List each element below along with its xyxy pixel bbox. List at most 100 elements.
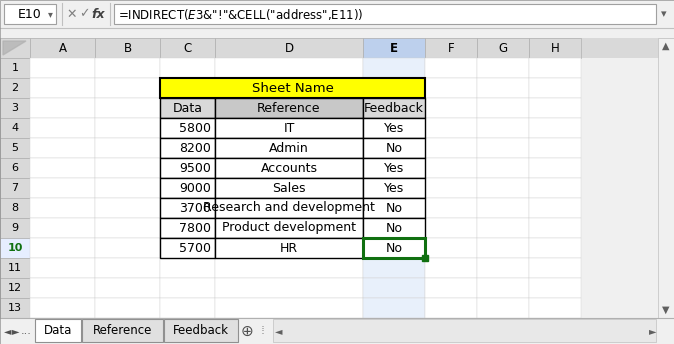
Text: A: A — [59, 42, 67, 54]
Text: Reference: Reference — [257, 101, 321, 115]
Bar — [215, 218, 363, 238]
Bar — [363, 158, 425, 178]
Bar — [95, 78, 160, 98]
Bar — [529, 178, 581, 198]
Bar — [0, 318, 674, 344]
Text: ◄: ◄ — [4, 326, 11, 336]
Bar — [160, 298, 215, 318]
Text: Data: Data — [173, 101, 202, 115]
Bar — [215, 58, 363, 78]
Bar — [30, 278, 95, 298]
Bar — [160, 278, 215, 298]
Text: 7800: 7800 — [179, 222, 211, 235]
Text: B: B — [123, 42, 131, 54]
Text: HR: HR — [280, 241, 298, 255]
Bar — [425, 118, 477, 138]
Text: Yes: Yes — [384, 161, 404, 174]
Bar — [160, 198, 215, 218]
Bar — [477, 198, 529, 218]
Bar — [363, 178, 425, 198]
Bar — [30, 118, 95, 138]
Text: ▾: ▾ — [48, 9, 53, 19]
Bar — [363, 98, 425, 118]
Text: Product development: Product development — [222, 222, 356, 235]
Bar — [529, 78, 581, 98]
Text: 6: 6 — [11, 163, 18, 173]
Bar — [35, 319, 81, 342]
Bar — [425, 58, 477, 78]
Bar — [160, 78, 425, 98]
Bar — [529, 58, 581, 78]
Bar — [160, 78, 215, 98]
Bar — [529, 198, 581, 218]
Text: 3700: 3700 — [179, 202, 211, 215]
Bar — [0, 0, 674, 28]
Bar — [363, 78, 425, 98]
Text: 7: 7 — [11, 183, 19, 193]
Bar — [529, 218, 581, 238]
Text: 9: 9 — [11, 223, 19, 233]
Bar — [363, 118, 425, 138]
Bar — [363, 198, 425, 218]
Bar — [160, 158, 215, 178]
Bar — [215, 78, 363, 98]
Text: 5800: 5800 — [179, 121, 211, 135]
Bar — [215, 118, 363, 138]
Bar — [477, 138, 529, 158]
Bar — [0, 218, 30, 238]
Bar — [477, 218, 529, 238]
Text: Sales: Sales — [272, 182, 306, 194]
Bar — [363, 118, 425, 138]
Bar — [215, 158, 363, 178]
Bar — [425, 258, 477, 278]
Bar — [363, 38, 425, 58]
Text: 13: 13 — [8, 303, 22, 313]
Text: 8200: 8200 — [179, 141, 211, 154]
Bar — [95, 218, 160, 238]
Text: G: G — [499, 42, 508, 54]
Bar — [0, 298, 30, 318]
Bar — [658, 38, 674, 318]
Bar — [529, 238, 581, 258]
Bar — [273, 319, 656, 342]
Bar — [215, 138, 363, 158]
Bar — [215, 198, 363, 218]
Bar — [529, 138, 581, 158]
Text: C: C — [183, 42, 191, 54]
Bar — [425, 178, 477, 198]
Bar — [363, 218, 425, 238]
Bar — [95, 158, 160, 178]
Bar — [30, 138, 95, 158]
Bar — [160, 58, 215, 78]
Bar — [529, 158, 581, 178]
Bar — [0, 138, 30, 158]
Bar — [30, 258, 95, 278]
Text: Yes: Yes — [384, 182, 404, 194]
Bar — [0, 178, 30, 198]
Bar — [363, 278, 425, 298]
Bar — [425, 138, 477, 158]
Bar — [477, 278, 529, 298]
Bar — [363, 238, 425, 258]
Polygon shape — [3, 41, 26, 55]
Bar — [30, 98, 95, 118]
Bar — [215, 38, 363, 58]
Bar — [477, 58, 529, 78]
Bar — [477, 258, 529, 278]
Bar — [0, 38, 30, 58]
Bar — [215, 118, 363, 138]
Bar — [160, 98, 215, 118]
Bar — [363, 58, 425, 78]
Bar — [215, 158, 363, 178]
Bar — [0, 58, 30, 78]
Text: Feedback: Feedback — [364, 101, 424, 115]
Bar — [160, 198, 215, 218]
Bar — [477, 178, 529, 198]
Bar — [95, 198, 160, 218]
Text: Yes: Yes — [384, 121, 404, 135]
Bar — [30, 78, 95, 98]
Bar — [114, 4, 656, 24]
Bar — [477, 298, 529, 318]
Text: E10: E10 — [18, 8, 42, 21]
Bar — [363, 138, 425, 158]
